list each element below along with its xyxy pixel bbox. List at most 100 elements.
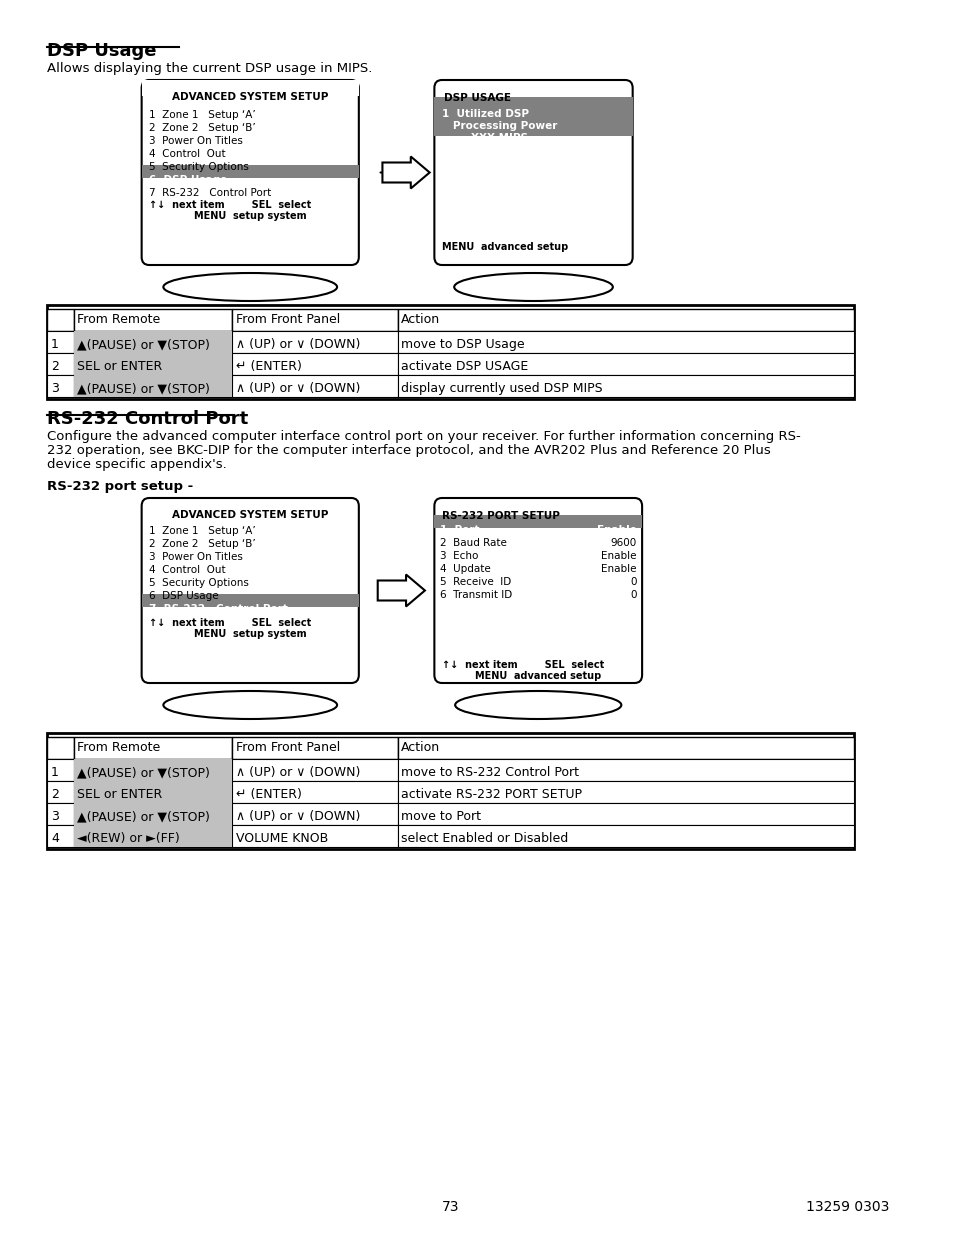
Bar — [73, 375, 232, 396]
Bar — [73, 825, 232, 847]
Bar — [232, 309, 397, 331]
Text: MENU  advanced setup: MENU advanced setup — [441, 242, 568, 252]
Polygon shape — [382, 157, 429, 189]
Bar — [47, 737, 73, 760]
Text: 13259 0303: 13259 0303 — [805, 1200, 889, 1214]
Text: ∧ (UP) or ∨ (DOWN): ∧ (UP) or ∨ (DOWN) — [235, 382, 360, 395]
Text: SEL or ENTER: SEL or ENTER — [77, 788, 163, 802]
Bar — [141, 594, 358, 606]
Text: DSP USAGE: DSP USAGE — [443, 93, 510, 103]
Bar — [434, 98, 632, 136]
Bar — [73, 803, 232, 825]
FancyBboxPatch shape — [141, 80, 358, 266]
Bar — [47, 734, 853, 848]
Text: ↵ (ENTER): ↵ (ENTER) — [235, 788, 302, 802]
Bar — [73, 825, 232, 847]
Text: ▲(PAUSE) or ▼(STOP): ▲(PAUSE) or ▼(STOP) — [77, 382, 210, 395]
Ellipse shape — [454, 273, 612, 301]
Text: From Remote: From Remote — [77, 312, 160, 326]
Polygon shape — [377, 574, 424, 606]
Text: 3: 3 — [51, 382, 59, 395]
Text: activate RS-232 PORT SETUP: activate RS-232 PORT SETUP — [401, 788, 581, 802]
Text: From Front Panel: From Front Panel — [235, 741, 340, 755]
Text: 2  Zone 2   Setup ‘B’: 2 Zone 2 Setup ‘B’ — [149, 124, 255, 133]
Bar — [73, 331, 232, 353]
Text: select Enabled or Disabled: select Enabled or Disabled — [401, 832, 568, 845]
Bar — [73, 331, 232, 353]
Text: MENU  advanced setup: MENU advanced setup — [475, 671, 600, 680]
Bar — [73, 781, 232, 803]
Text: Enable: Enable — [600, 564, 636, 574]
Text: 5  Security Options: 5 Security Options — [149, 578, 249, 588]
Text: XXX MIPS: XXX MIPS — [441, 133, 527, 143]
Bar — [397, 309, 853, 331]
Bar — [232, 353, 397, 375]
Text: ↑↓  next item        SEL  select: ↑↓ next item SEL select — [149, 618, 311, 629]
Bar — [73, 375, 232, 396]
Bar — [47, 353, 73, 375]
Text: 6  DSP Usage: 6 DSP Usage — [149, 592, 218, 601]
Bar — [73, 309, 232, 331]
Bar — [47, 825, 73, 847]
Text: VOLUME KNOB: VOLUME KNOB — [235, 832, 328, 845]
Text: 3: 3 — [51, 810, 59, 823]
Ellipse shape — [455, 692, 620, 719]
Bar — [397, 353, 853, 375]
Text: 6  DSP Usage: 6 DSP Usage — [149, 175, 227, 185]
Bar — [73, 760, 232, 781]
Bar — [232, 760, 397, 781]
Text: 5  Security Options: 5 Security Options — [149, 162, 249, 172]
Bar — [397, 375, 853, 396]
Text: Enable: Enable — [600, 551, 636, 561]
Bar — [73, 353, 232, 375]
Text: 73: 73 — [441, 1200, 458, 1214]
Bar — [47, 375, 73, 396]
Text: 0: 0 — [629, 590, 636, 600]
Text: Enable: Enable — [596, 525, 636, 535]
Text: 4  Control  Out: 4 Control Out — [149, 564, 226, 576]
Text: 4  Control  Out: 4 Control Out — [149, 149, 226, 159]
Text: 1  Zone 1   Setup ‘A’: 1 Zone 1 Setup ‘A’ — [149, 110, 255, 120]
Text: move to DSP Usage: move to DSP Usage — [401, 338, 524, 351]
Text: Configure the advanced computer interface control port on your receiver. For fur: Configure the advanced computer interfac… — [47, 430, 801, 443]
Text: 4  Update: 4 Update — [439, 564, 490, 574]
Bar — [73, 781, 232, 803]
Text: Processing Power: Processing Power — [441, 121, 557, 131]
Bar — [232, 737, 397, 760]
Text: move to RS-232 Control Port: move to RS-232 Control Port — [401, 766, 578, 779]
Text: 2  Baud Rate: 2 Baud Rate — [439, 538, 506, 548]
Text: Action: Action — [401, 741, 440, 755]
Bar — [232, 803, 397, 825]
Text: Action: Action — [401, 312, 440, 326]
Text: 1  Port: 1 Port — [439, 525, 479, 535]
Text: 2  Zone 2   Setup ‘B’: 2 Zone 2 Setup ‘B’ — [149, 538, 255, 550]
Text: 232 operation, see BKC-DIP for the computer interface protocol, and the AVR202 P: 232 operation, see BKC-DIP for the compu… — [47, 445, 770, 457]
FancyBboxPatch shape — [434, 80, 632, 266]
Bar — [397, 737, 853, 760]
Text: 2: 2 — [51, 788, 59, 802]
Text: move to Port: move to Port — [401, 810, 481, 823]
Text: 9600: 9600 — [610, 538, 636, 548]
FancyBboxPatch shape — [434, 498, 641, 683]
Text: 1  Utilized DSP: 1 Utilized DSP — [441, 109, 528, 119]
Bar — [73, 803, 232, 825]
Bar — [397, 760, 853, 781]
Text: device specific appendix's.: device specific appendix's. — [47, 458, 227, 471]
Text: 1  Zone 1   Setup ‘A’: 1 Zone 1 Setup ‘A’ — [149, 526, 255, 536]
Text: ∧ (UP) or ∨ (DOWN): ∧ (UP) or ∨ (DOWN) — [235, 766, 360, 779]
Bar — [397, 781, 853, 803]
FancyBboxPatch shape — [141, 498, 358, 683]
Bar — [232, 781, 397, 803]
Text: ▲(PAUSE) or ▼(STOP): ▲(PAUSE) or ▼(STOP) — [77, 338, 210, 351]
Text: 1: 1 — [51, 338, 59, 351]
Text: 3  Power On Titles: 3 Power On Titles — [149, 136, 243, 146]
Text: ∧ (UP) or ∨ (DOWN): ∧ (UP) or ∨ (DOWN) — [235, 810, 360, 823]
Bar — [47, 803, 73, 825]
Bar — [397, 825, 853, 847]
Bar — [47, 309, 73, 331]
Text: DSP Usage: DSP Usage — [47, 42, 156, 61]
Text: From Front Panel: From Front Panel — [235, 312, 340, 326]
Bar — [141, 165, 358, 178]
Text: 3  Echo: 3 Echo — [439, 551, 477, 561]
Text: 7  RS-232   Control Port: 7 RS-232 Control Port — [149, 604, 288, 614]
